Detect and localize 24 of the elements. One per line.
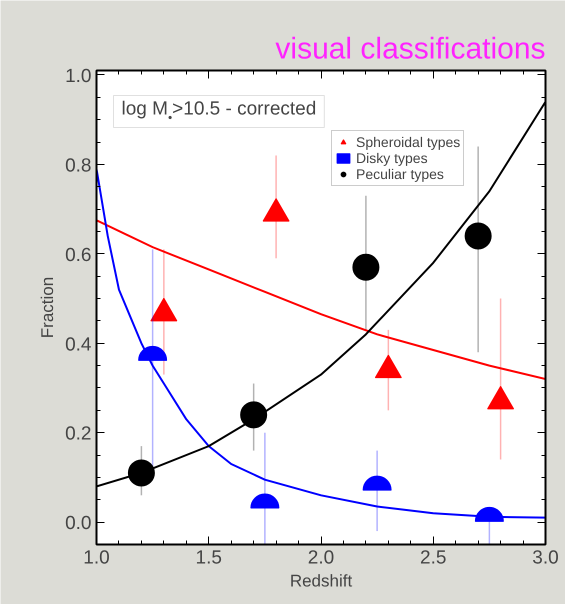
x-tick-label: 1.5 xyxy=(196,548,222,568)
point xyxy=(240,401,268,428)
line-series xyxy=(96,168,546,519)
y-tick-label: 0.2 xyxy=(65,424,92,445)
y-tick-label: 0.8 xyxy=(65,155,92,176)
y-axis-title: Fraction xyxy=(38,276,58,338)
legend-label: Peculiar types xyxy=(356,166,444,182)
y-tick-label: 0.0 xyxy=(65,513,92,534)
y-tick-label: 0.6 xyxy=(65,244,92,266)
point xyxy=(128,459,155,486)
legend-label: Disky types xyxy=(356,150,428,166)
point xyxy=(352,254,380,281)
point xyxy=(464,222,492,250)
y-tick-label: 1.0 xyxy=(65,66,92,87)
legend-label: Spheroidal types xyxy=(356,134,460,150)
x-tick-label: 2.5 xyxy=(420,548,446,568)
x-axis-title: Redshift xyxy=(290,572,352,590)
x-tick-label: 3.0 xyxy=(532,548,559,568)
x-tick-label: 2.0 xyxy=(308,548,334,568)
line-series xyxy=(96,219,546,380)
chart-title: visual classifications xyxy=(275,32,546,66)
y-tick-label: 0.4 xyxy=(65,334,92,356)
annotation: log M•>10.5 - corrected xyxy=(122,98,316,124)
x-tick-label: 1.0 xyxy=(83,548,110,568)
